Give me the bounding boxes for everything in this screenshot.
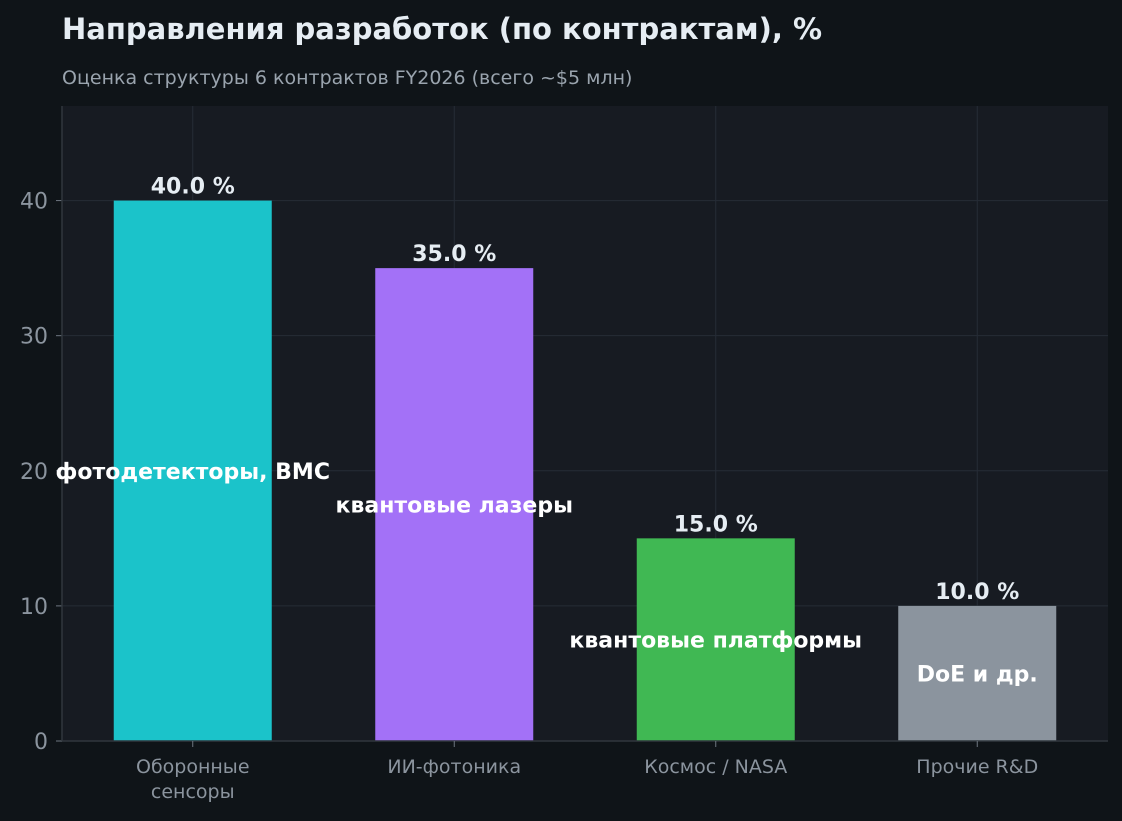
data-label: 35.0 % xyxy=(412,242,496,267)
bar xyxy=(113,200,272,741)
bar-inner-label: DoE и др. xyxy=(917,662,1038,687)
y-tick-label: 10 xyxy=(20,595,48,620)
chart-subtitle: Оценка структуры 6 контрактов FY2026 (вс… xyxy=(62,67,633,89)
y-tick-label: 40 xyxy=(20,190,48,215)
y-tick-label: 20 xyxy=(20,460,48,485)
bar xyxy=(898,605,1057,741)
data-label: 40.0 % xyxy=(151,175,235,200)
bar-inner-label: квантовые лазеры xyxy=(336,494,573,519)
chart-title: Направления разработок (по контрактам), … xyxy=(62,12,823,46)
bar-inner-label: фотодетекторы, BMC xyxy=(56,460,330,485)
bar-inner-label: квантовые платформы xyxy=(569,629,862,654)
x-tick-label: Прочие R&D xyxy=(916,756,1038,778)
x-tick-label: ИИ-фотоника xyxy=(387,756,521,778)
y-tick-label: 0 xyxy=(34,730,48,755)
data-label: 15.0 % xyxy=(674,512,758,537)
y-tick-label: 30 xyxy=(20,325,48,350)
x-tick-label: Космос / NASA xyxy=(644,756,787,778)
bar xyxy=(375,268,534,741)
bar xyxy=(636,538,795,741)
data-label: 10.0 % xyxy=(935,580,1019,605)
x-tick-label: Оборонные сенсоры xyxy=(136,756,250,803)
